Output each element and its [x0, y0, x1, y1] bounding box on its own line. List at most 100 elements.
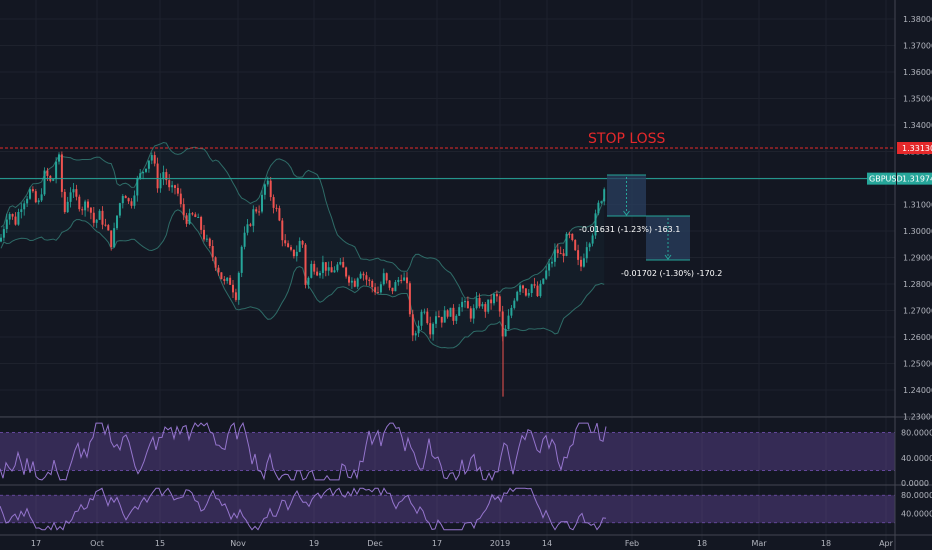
candle-body: [336, 264, 339, 271]
candle-body: [597, 202, 600, 214]
candle-body: [498, 296, 501, 312]
time-tick-label: Mar: [751, 539, 767, 548]
time-tick-label: 15: [155, 539, 165, 548]
candle-body: [252, 209, 255, 226]
candle-body: [37, 200, 40, 203]
price-marker-0: [897, 142, 932, 154]
measure-2-label: -0.01702 (-1.30%) -170.2: [621, 269, 722, 278]
candle-body: [490, 299, 493, 304]
candle-body: [272, 197, 275, 208]
price-marker-1: [897, 172, 932, 185]
candle-body: [107, 225, 110, 231]
candle-body: [0, 237, 2, 242]
candle-body: [507, 315, 510, 329]
time-tick-label: Dec: [367, 539, 382, 548]
candle-body: [411, 314, 414, 336]
candle-body: [165, 172, 168, 181]
candle-body: [455, 315, 458, 321]
candle-body: [588, 243, 591, 248]
candle-body: [113, 228, 116, 248]
oscillator-1-line: [0, 421, 607, 482]
candle-body: [234, 292, 237, 300]
candle-body: [292, 249, 295, 257]
candle-body: [298, 240, 301, 252]
time-tick-label: 18: [821, 539, 831, 548]
candle-body: [542, 278, 545, 284]
candle-body: [504, 328, 507, 337]
candle-body: [307, 277, 310, 285]
candle-body: [469, 308, 472, 319]
candle-body: [287, 243, 290, 248]
candle-body: [159, 179, 162, 189]
oscillator-2-line: [0, 487, 607, 531]
measure-1-arrowhead: [623, 210, 630, 216]
candle-body: [229, 277, 232, 285]
symbol-label: GBPUSD: [869, 175, 903, 184]
candle-body: [446, 310, 449, 317]
osc-tick-label: 40.0000: [901, 510, 932, 519]
price-tick-label: 1.34000: [903, 121, 932, 130]
candle-body: [493, 294, 495, 304]
time-tick-label: Oct: [90, 539, 104, 548]
candle-body: [266, 180, 269, 185]
candle-body: [147, 160, 150, 169]
osc-tick-label: 40.0000: [901, 454, 932, 463]
candle-body: [553, 249, 556, 262]
candle-body: [278, 208, 281, 221]
candle-body: [510, 307, 513, 316]
candle-body: [478, 297, 481, 307]
osc-tick-label: 80.0000: [901, 491, 932, 500]
candle-body: [591, 235, 594, 244]
candle-body: [452, 307, 455, 321]
candle-body: [435, 316, 437, 324]
candle-body: [603, 189, 606, 202]
time-tick-label: 14: [542, 539, 552, 548]
candle-body: [443, 310, 446, 323]
candle-body: [449, 307, 452, 317]
time-tick-label: Feb: [625, 539, 639, 548]
price-tick-label: 1.24000: [903, 386, 932, 395]
candle-body: [313, 263, 316, 272]
candle-body: [92, 212, 95, 223]
candle-body: [548, 263, 551, 271]
candle-body: [379, 284, 382, 293]
time-axis[interactable]: 17 Oct 15 Nov 19 Dec 17 2019 14 Feb 18 Mar 18 Apr: [31, 539, 894, 548]
price-axis[interactable]: 1.380001.370001.360001.350001.340001.330…: [867, 15, 932, 519]
candle-body: [127, 198, 130, 202]
candle-body: [348, 276, 350, 283]
price-tick-label: 1.30000: [903, 227, 932, 236]
candle-body: [301, 240, 304, 245]
candle-body: [284, 240, 287, 244]
candle-body: [75, 189, 78, 197]
osc-tick-label: 0.0000: [901, 479, 929, 488]
candle-body: [342, 261, 345, 268]
time-tick-label: Apr: [879, 539, 894, 548]
chart-grid: [0, 0, 895, 540]
candle-body: [182, 204, 185, 216]
horizontal-lines[interactable]: [0, 147, 895, 180]
candle-body: [31, 189, 34, 192]
candle-body: [414, 333, 417, 336]
candle-body: [243, 232, 246, 247]
candle-body: [339, 261, 342, 265]
candle-body: [168, 180, 171, 188]
candle-body: [487, 299, 490, 312]
candle-body: [139, 173, 142, 179]
candle-body: [116, 215, 118, 229]
price-tick-label: 1.27000: [903, 306, 932, 315]
candle-body: [150, 155, 153, 161]
candle-body: [559, 253, 562, 255]
candle-body: [585, 247, 588, 259]
candlestick-series[interactable]: [0, 151, 606, 397]
measure-tools[interactable]: [607, 174, 690, 261]
candle-body: [362, 273, 365, 276]
candle-body: [545, 270, 548, 279]
candle-body: [475, 297, 478, 309]
candle-body: [55, 161, 58, 180]
time-tick-label: 17: [432, 539, 442, 548]
candle-body: [397, 279, 400, 283]
candle-body: [171, 185, 174, 188]
candle-body: [197, 216, 200, 218]
